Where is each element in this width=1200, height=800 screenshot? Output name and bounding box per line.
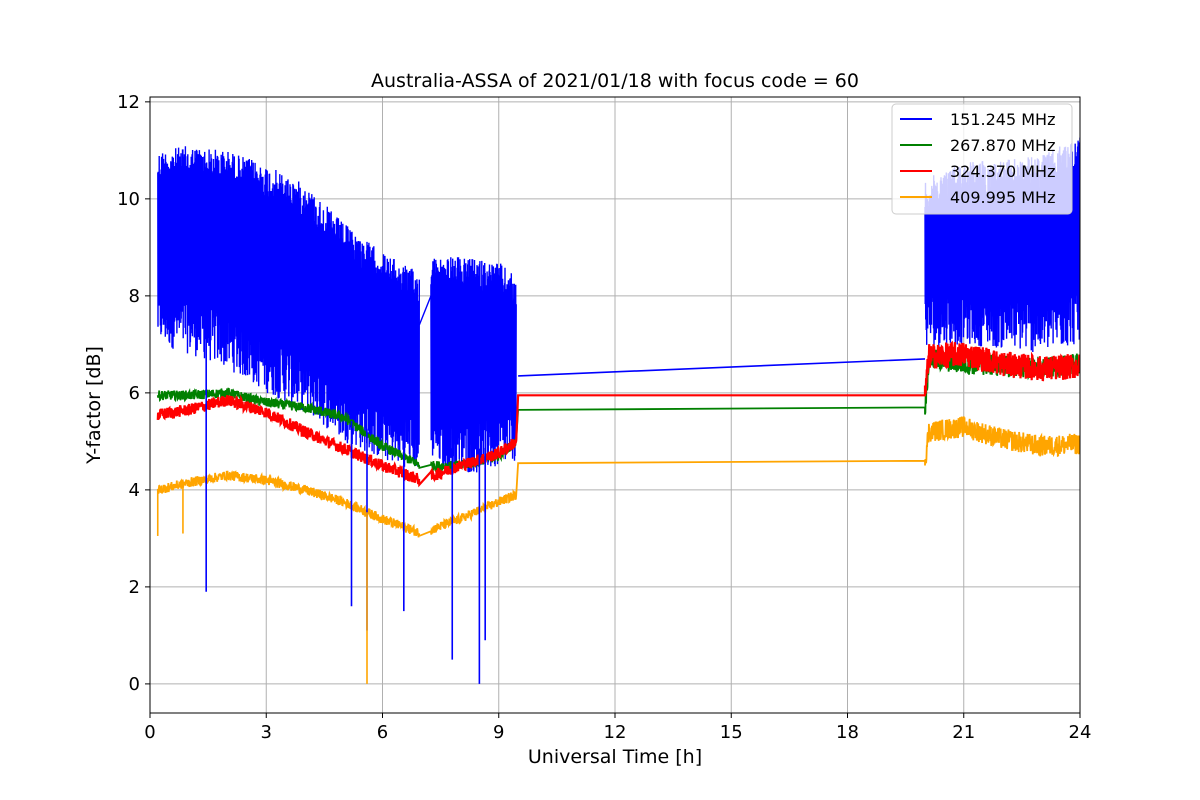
x-tick-label: 6 [377,722,388,743]
x-tick-label: 21 [952,722,975,743]
y-tick-label: 10 [117,189,140,210]
chart-title: Australia-ASSA of 2021/01/18 with focus … [371,70,859,92]
x-tick-label: 9 [493,722,504,743]
series-layer [156,137,1080,684]
legend-label: 409.995 MHz [950,188,1055,207]
legend-label: 324.370 MHz [950,162,1055,181]
legend-label: 151.245 MHz [950,110,1055,129]
series-connector-151-245 [418,295,432,326]
x-tick-label: 24 [1069,722,1092,743]
y-tick-label: 8 [129,286,140,307]
x-tick-label: 0 [144,722,155,743]
y-tick-label: 6 [129,383,140,404]
x-axis-label: Universal Time [h] [528,746,702,768]
x-tick-label: 3 [261,722,272,743]
y-tick-label: 0 [129,674,140,695]
series-line-409-995 [156,416,1080,538]
y-tick-label: 12 [117,92,140,113]
y-tick-label: 2 [129,577,140,598]
x-tick-label: 18 [836,722,859,743]
y-axis-label: Y-factor [dB] [83,346,105,465]
legend: 151.245 MHz 267.870 MHz 324.370 MHz 409.995… [891,103,1073,215]
y-tick-label: 4 [129,480,140,501]
series-line-324-370 [156,340,1080,488]
legend-label: 267.870 MHz [950,136,1055,155]
x-tick-label: 12 [604,722,627,743]
legend-box [891,103,1073,215]
series-gap-line-151-245 [518,358,926,377]
x-tick-label: 15 [720,722,743,743]
